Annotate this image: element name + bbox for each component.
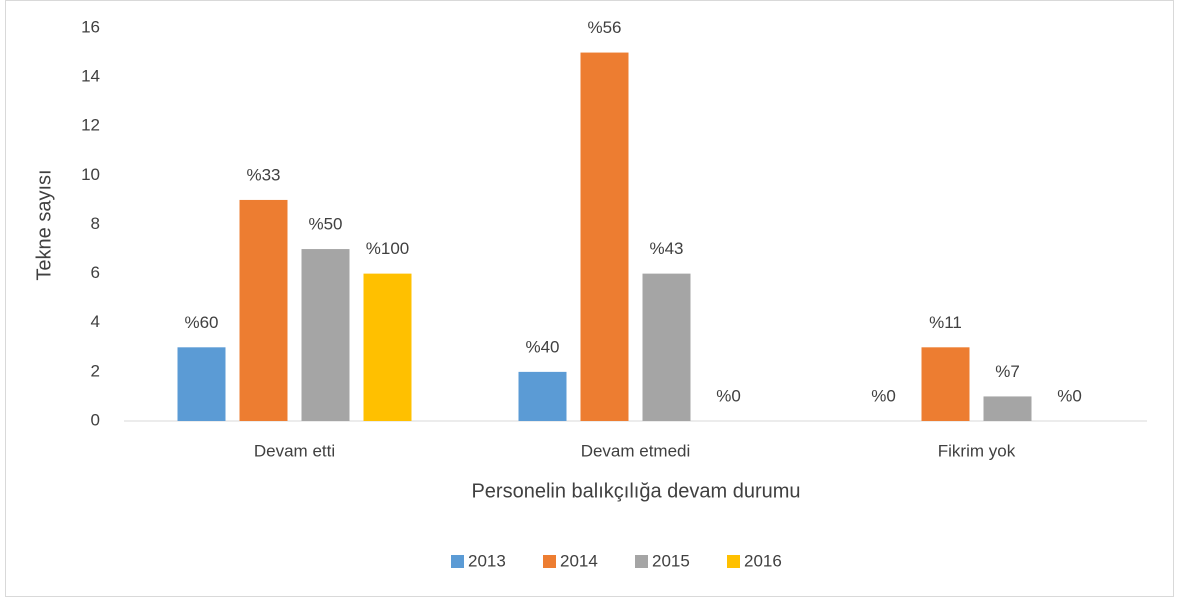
- legend-label: 2016: [744, 551, 782, 570]
- y-tick-label: 0: [91, 410, 100, 429]
- data-label: %43: [649, 239, 683, 258]
- legend-swatch: [635, 555, 648, 568]
- bar: [177, 347, 226, 421]
- y-tick-label: 14: [81, 67, 100, 86]
- bar: [642, 273, 691, 421]
- x-axis-title: Personelin balıkçılığa devam durumu: [471, 480, 800, 502]
- y-tick-label: 2: [91, 361, 100, 380]
- legend-label: 2014: [560, 551, 598, 570]
- x-tick-label: Devam etmedi: [581, 441, 691, 460]
- data-label: %7: [995, 362, 1020, 381]
- data-label: %60: [184, 313, 218, 332]
- data-label: %50: [308, 215, 342, 234]
- legend-swatch: [727, 555, 740, 568]
- data-label: %0: [716, 386, 741, 405]
- y-tick-label: 6: [91, 263, 100, 282]
- x-tick-label: Devam etti: [254, 441, 335, 460]
- legend-swatch: [451, 555, 464, 568]
- y-tick-label: 4: [91, 312, 100, 331]
- legend-label: 2013: [468, 551, 506, 570]
- y-tick-label: 16: [81, 17, 100, 36]
- y-axis-title: Tekne sayısı: [33, 169, 55, 280]
- bar: [921, 347, 970, 421]
- legend-swatch: [543, 555, 556, 568]
- bar: [580, 52, 629, 421]
- bar: [301, 249, 350, 421]
- data-label: %11: [929, 313, 962, 332]
- y-tick-label: 12: [81, 116, 100, 135]
- bar: [239, 199, 288, 421]
- data-label: %56: [587, 18, 621, 37]
- data-label: %33: [246, 165, 280, 184]
- bar: [363, 273, 412, 421]
- data-label: %40: [525, 337, 559, 356]
- legend-label: 2015: [652, 551, 690, 570]
- y-tick-label: 10: [81, 165, 100, 184]
- data-label: %0: [1057, 386, 1082, 405]
- bar: [518, 371, 567, 421]
- y-tick-label: 8: [91, 214, 100, 233]
- data-label: %0: [871, 386, 896, 405]
- bar: [983, 396, 1032, 421]
- x-tick-label: Fikrim yok: [938, 441, 1016, 460]
- data-label: %100: [366, 239, 409, 258]
